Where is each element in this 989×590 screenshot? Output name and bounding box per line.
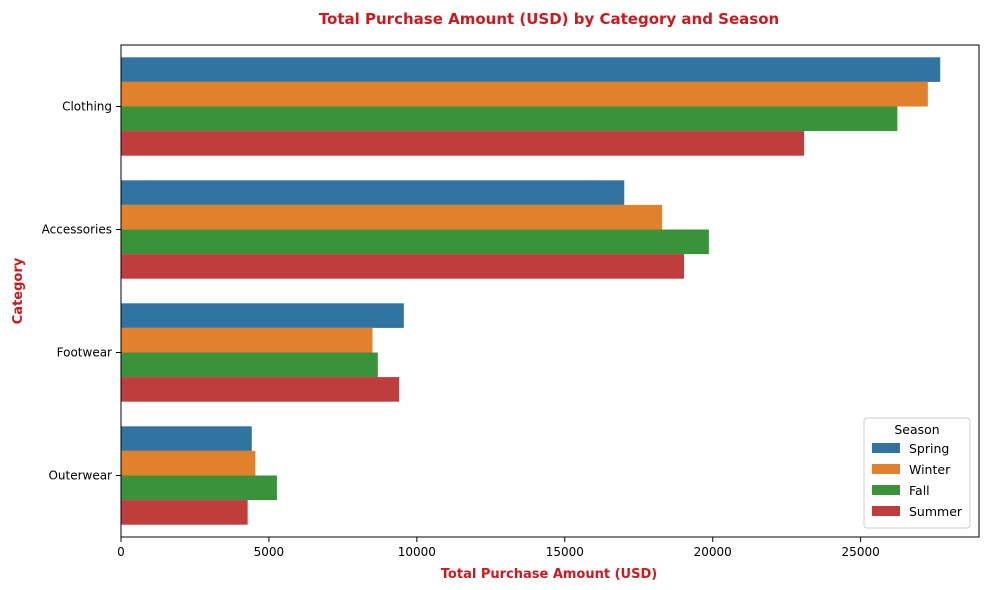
bar-footwear-fall — [121, 352, 378, 378]
bar-clothing-summer — [121, 131, 805, 156]
legend-swatch-spring — [872, 443, 900, 453]
bar-clothing-winter — [121, 81, 928, 107]
x-tick-label: 0 — [117, 545, 125, 559]
bar-footwear-summer — [121, 377, 400, 402]
plot-frame — [120, 44, 980, 538]
x-tick-label: 25000 — [842, 545, 880, 559]
y-axis: Clothing Accessories Footwear Outerwear — [42, 100, 121, 483]
y-tick-label: Clothing — [62, 100, 112, 114]
bar-accessories-winter — [121, 204, 663, 230]
legend-label-fall: Fall — [909, 483, 930, 498]
y-tick-label: Outerwear — [48, 469, 112, 483]
bar-outerwear-spring — [121, 426, 252, 451]
chart-title: Total Purchase Amount (USD) by Category … — [319, 10, 779, 28]
x-tick-label: 5000 — [254, 545, 285, 559]
legend-title: Season — [894, 422, 939, 437]
y-tick-label: Accessories — [42, 223, 112, 237]
legend-label-spring: Spring — [909, 441, 949, 456]
bar-outerwear-winter — [121, 450, 256, 476]
bar-outerwear-fall — [121, 475, 277, 501]
y-tick-label: Footwear — [57, 346, 112, 360]
legend-swatch-fall — [872, 485, 900, 495]
x-axis: 0 5000 10000 15000 20000 25000 — [117, 537, 880, 559]
legend: Season Spring Winter Fall Summer — [863, 417, 971, 529]
bar-accessories-spring — [121, 180, 625, 205]
legend-swatch-winter — [872, 464, 900, 474]
bars-group — [121, 57, 941, 525]
x-axis-label: Total Purchase Amount (USD) — [441, 567, 657, 582]
x-tick-label: 10000 — [398, 545, 436, 559]
bar-accessories-summer — [121, 254, 685, 279]
y-axis-label: Category — [11, 257, 26, 324]
x-tick-label: 15000 — [546, 545, 584, 559]
legend-label-summer: Summer — [909, 504, 963, 519]
legend-swatch-summer — [872, 506, 900, 516]
bar-outerwear-summer — [121, 500, 248, 525]
bar-footwear-winter — [121, 327, 373, 353]
legend-label-winter: Winter — [909, 462, 951, 477]
bar-footwear-spring — [121, 303, 404, 328]
bar-clothing-spring — [121, 57, 941, 82]
bar-accessories-fall — [121, 229, 709, 255]
x-tick-label: 20000 — [694, 545, 732, 559]
bar-clothing-fall — [121, 106, 898, 132]
